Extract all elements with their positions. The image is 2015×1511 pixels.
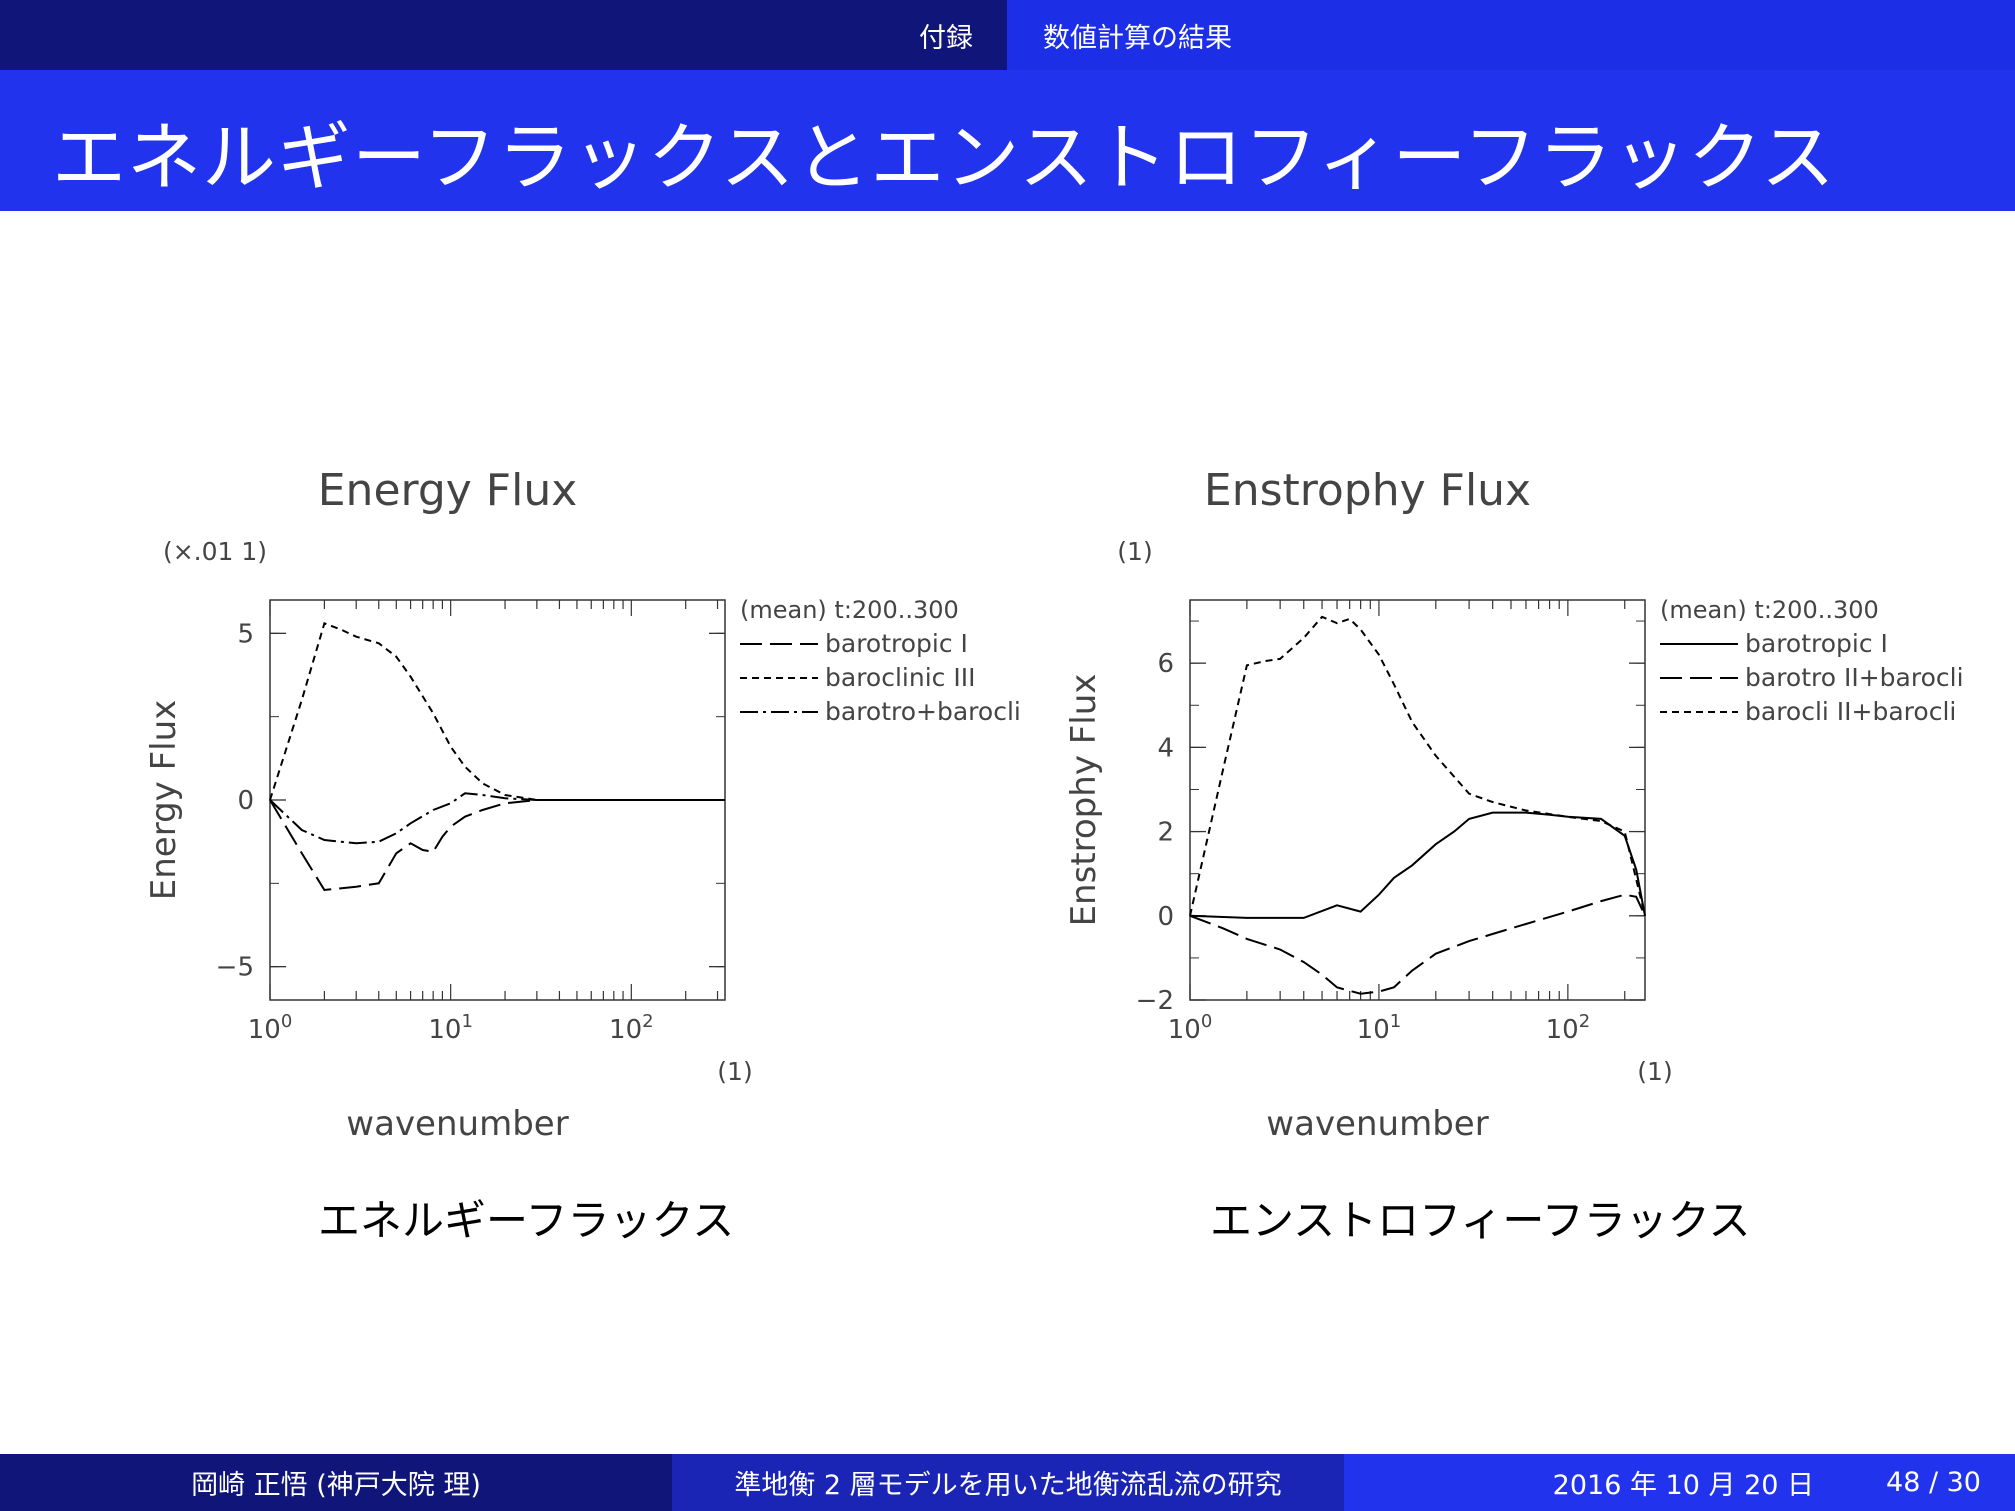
footer-meta: 2016 年 10 月 20 日 48 / 30	[1344, 1454, 2015, 1511]
energy-chart-x-tick-label: 100	[248, 1011, 293, 1045]
energy-chart-x-tick-label: 101	[428, 1011, 473, 1045]
energy-chart-legend-label: baroclinic III	[825, 663, 975, 692]
section-label[interactable]: 付録	[0, 0, 1007, 70]
enstrophy-chart-svg: Enstrophy Flux (1) (1) wavenumber Enstrophy …	[1064, 465, 1964, 1144]
enstrophy-chart-series-barotropic-i	[1189, 811, 1646, 919]
slide-title-bar: エネルギーフラックスとエンストロフィーフラックス	[0, 70, 2015, 211]
energy-chart-y-tick-label: 0	[237, 786, 254, 816]
footer-date: 2016 年 10 月 20 日	[1552, 1470, 1815, 1501]
enstrophy-chart-y-tick-label: −2	[1136, 986, 1174, 1016]
energy-flux-chart: Energy Flux (×.01 1) (1) wavenumber Energy F…	[100, 460, 1050, 1170]
energy-chart-y-tick-label: −5	[216, 953, 254, 983]
enstrophy-chart-legend-header: (mean) t:200..300	[1660, 596, 1879, 624]
top-navigation-bar: 付録 数値計算の結果	[0, 0, 2015, 70]
enstrophy-chart-x-tick-label: 102	[1546, 1011, 1591, 1045]
energy-chart-series-baroclinic-iii	[269, 621, 725, 801]
enstrophy-chart-y-tick-label: 6	[1157, 649, 1174, 679]
enstrophy-chart-y-tick-label: 2	[1157, 818, 1174, 848]
enstrophy-chart-title: Enstrophy Flux	[1204, 465, 1531, 516]
enstrophy-chart-y-tick-label: 0	[1157, 902, 1174, 932]
energy-chart-x-unit: (1)	[717, 1057, 752, 1086]
enstrophy-chart-x-unit: (1)	[1637, 1057, 1672, 1086]
enstrophy-flux-chart: Enstrophy Flux (1) (1) wavenumber Enstrophy …	[1020, 460, 1970, 1170]
energy-chart-series-barotro-barocli	[269, 792, 725, 845]
enstrophy-chart-legend-label: barotropic I	[1745, 629, 1888, 658]
energy-chart-ylabel: Energy Flux	[144, 700, 184, 901]
enstrophy-chart-xlabel: wavenumber	[1266, 1104, 1488, 1144]
slide-title: エネルギーフラックスとエンストロフィーフラックス	[52, 115, 1836, 201]
enstrophy-chart-y-unit: (1)	[1117, 537, 1152, 566]
energy-chart-legend-label: barotropic I	[825, 629, 968, 658]
enstrophy-chart-y-tick-label: 4	[1157, 733, 1174, 763]
energy-chart-title: Energy Flux	[318, 465, 578, 516]
energy-chart-legend-label: barotro+barocli	[825, 697, 1021, 726]
energy-chart-svg: Energy Flux (×.01 1) (1) wavenumber Energy F…	[144, 465, 1021, 1144]
enstrophy-chart-x-tick-label: 100	[1168, 1011, 1213, 1045]
enstrophy-chart-plot-frame	[1189, 599, 1646, 1001]
page-number: 48 / 30	[1886, 1467, 1981, 1498]
energy-chart-y-tick-label: 5	[237, 619, 254, 649]
footer-author: 岡崎 正悟 (神戸大院 理)	[0, 1454, 672, 1511]
energy-flux-caption: エネルギーフラックス	[318, 1196, 735, 1245]
energy-chart-y-unit: (×.01 1)	[163, 537, 267, 566]
enstrophy-flux-caption: エンストロフィーフラックス	[1210, 1196, 1751, 1245]
enstrophy-chart-x-tick-label: 101	[1357, 1011, 1402, 1045]
energy-chart-xlabel: wavenumber	[346, 1104, 568, 1144]
footer-talk-title: 準地衡 2 層モデルを用いた地衡流乱流の研究	[672, 1454, 1344, 1511]
enstrophy-chart-series-barocli-ii-barocli	[1189, 615, 1646, 917]
energy-chart-legend-header: (mean) t:200..300	[740, 596, 959, 624]
energy-chart-series-barotropic-i	[269, 799, 725, 892]
enstrophy-chart-legend-label: barotro II+barocli	[1745, 663, 1964, 692]
energy-chart-x-tick-label: 102	[609, 1011, 654, 1045]
enstrophy-chart-legend-label: barocli II+barocli	[1745, 697, 1956, 726]
subsection-label[interactable]: 数値計算の結果	[1007, 0, 2015, 70]
footer-bar: 岡崎 正悟 (神戸大院 理) 準地衡 2 層モデルを用いた地衡流乱流の研究 20…	[0, 1454, 2015, 1511]
enstrophy-chart-series-barotro-ii-barocli	[1189, 893, 1646, 995]
enstrophy-chart-ylabel: Enstrophy Flux	[1064, 674, 1104, 927]
